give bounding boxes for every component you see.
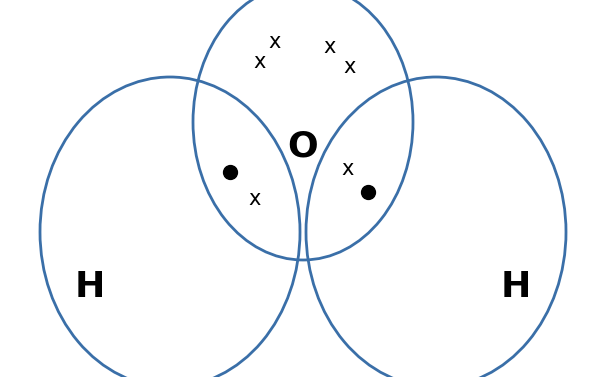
Text: x: x — [269, 32, 281, 52]
Text: x: x — [324, 37, 336, 57]
Point — [363, 189, 373, 195]
Point — [225, 169, 235, 175]
Text: x: x — [254, 52, 266, 72]
Text: H: H — [75, 270, 105, 304]
Text: x: x — [342, 159, 354, 179]
Text: x: x — [249, 189, 261, 209]
Text: x: x — [344, 57, 356, 77]
Text: O: O — [288, 130, 318, 164]
Text: H: H — [501, 270, 531, 304]
